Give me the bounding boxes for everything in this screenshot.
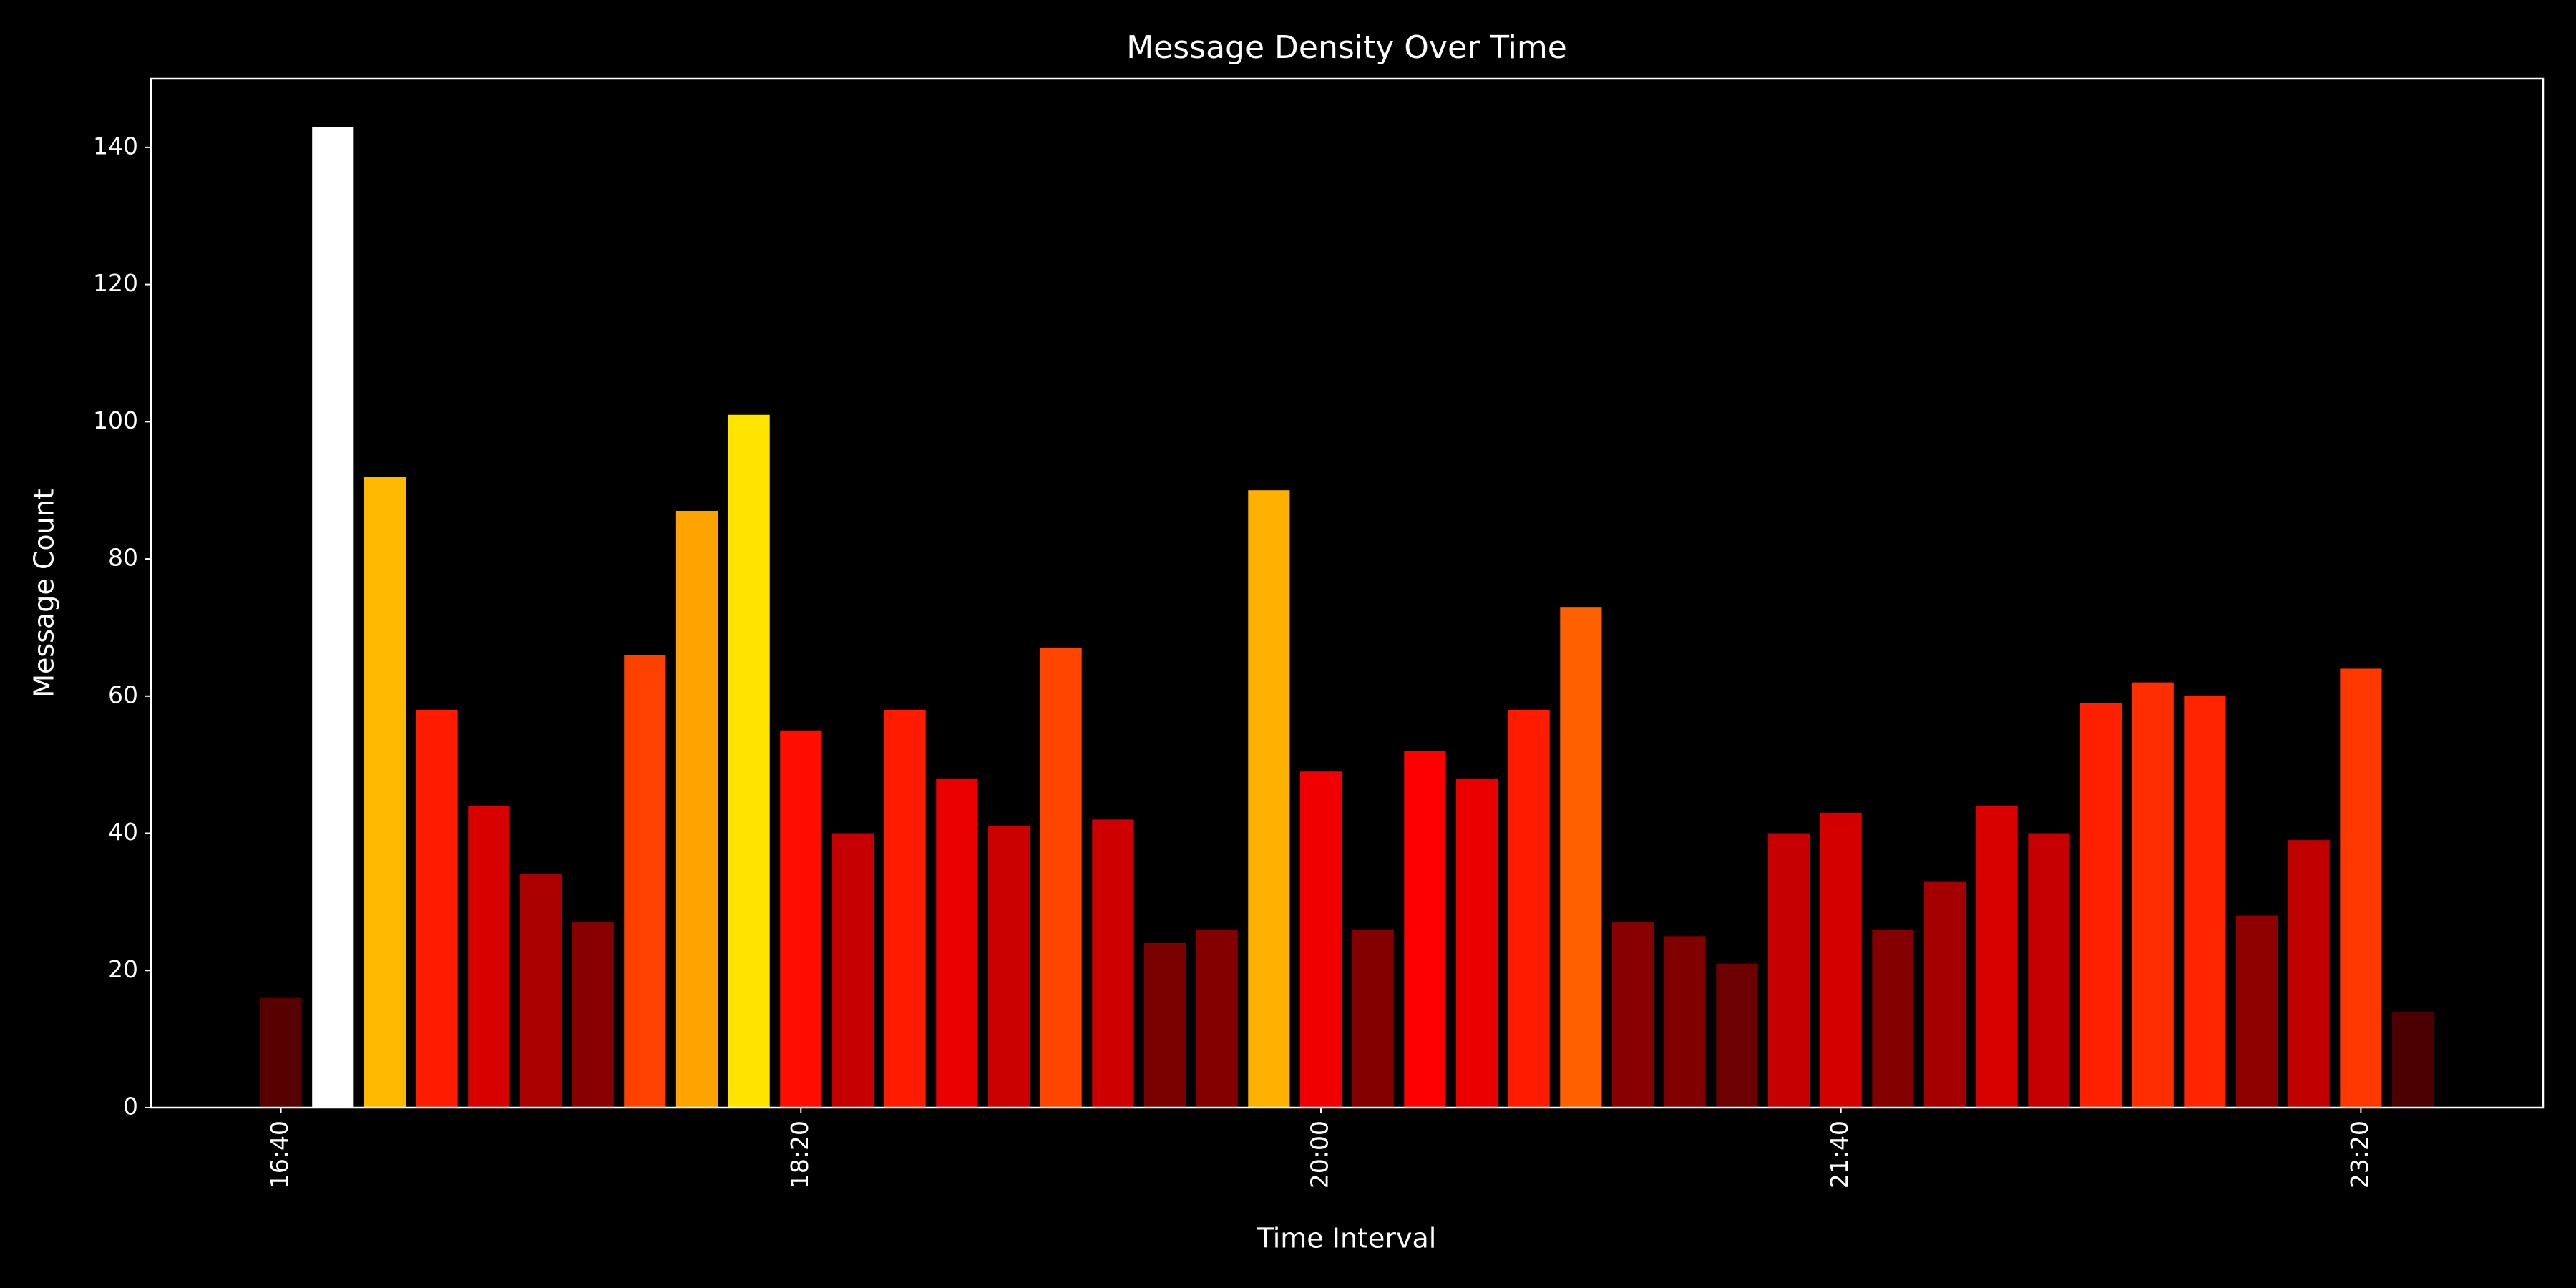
y-axis-label: Message Count [29,489,60,697]
bar [2288,840,2330,1108]
bar [468,806,510,1108]
x-tick-label: 20:00 [1306,1121,1334,1189]
chart-title: Message Density Over Time [1126,29,1567,66]
bar [1248,490,1290,1108]
bar [1196,929,1238,1108]
bar [1611,922,1654,1108]
bar [831,833,874,1108]
bar [1352,929,1394,1108]
bar [1716,963,1758,1108]
y-tick-label: 20 [108,955,138,983]
bar [1040,648,1082,1108]
bar [1404,751,1446,1108]
bar [624,655,666,1108]
bar [2235,915,2278,1108]
bar [1560,607,1602,1108]
bar [2392,1011,2434,1108]
plot-frame [150,77,2545,1109]
bar [1508,709,1550,1108]
bar [2079,703,2122,1108]
bar [364,477,406,1108]
bar [260,997,302,1108]
bar [1767,833,1810,1108]
bar [936,778,978,1108]
bar [2340,668,2382,1108]
y-tick-label: 40 [108,818,138,846]
bar [1923,881,1966,1108]
bar [780,730,822,1108]
x-tick-label: 18:20 [786,1121,814,1189]
y-tick-label: 80 [108,544,138,572]
bar [572,922,614,1108]
bar [1820,812,1862,1108]
x-tick-label: 23:20 [2346,1121,2373,1189]
bar [675,510,718,1108]
y-tick-label: 140 [93,132,138,160]
bar [1143,942,1186,1108]
bar [1455,778,1498,1108]
bar [1092,819,1134,1108]
y-tick-label: 120 [93,269,138,297]
x-tick-label: 21:40 [1825,1121,1853,1189]
y-tick-label: 60 [108,680,138,708]
y-tick-label: 100 [93,406,138,434]
bar [416,709,458,1108]
bar [2028,833,2070,1108]
bar [1664,936,1706,1108]
bar [1872,929,1914,1108]
bar [728,414,770,1108]
bar [987,826,1030,1108]
bar [519,874,562,1108]
bar [1976,806,2018,1108]
bar [2132,682,2174,1108]
bar [884,709,926,1108]
y-tick-label: 0 [123,1093,138,1121]
x-axis-label: Time Interval [1257,1223,1437,1254]
bar [1299,771,1342,1108]
x-tick-label: 16:40 [265,1121,293,1189]
bar [2184,696,2226,1108]
bar [312,127,354,1108]
